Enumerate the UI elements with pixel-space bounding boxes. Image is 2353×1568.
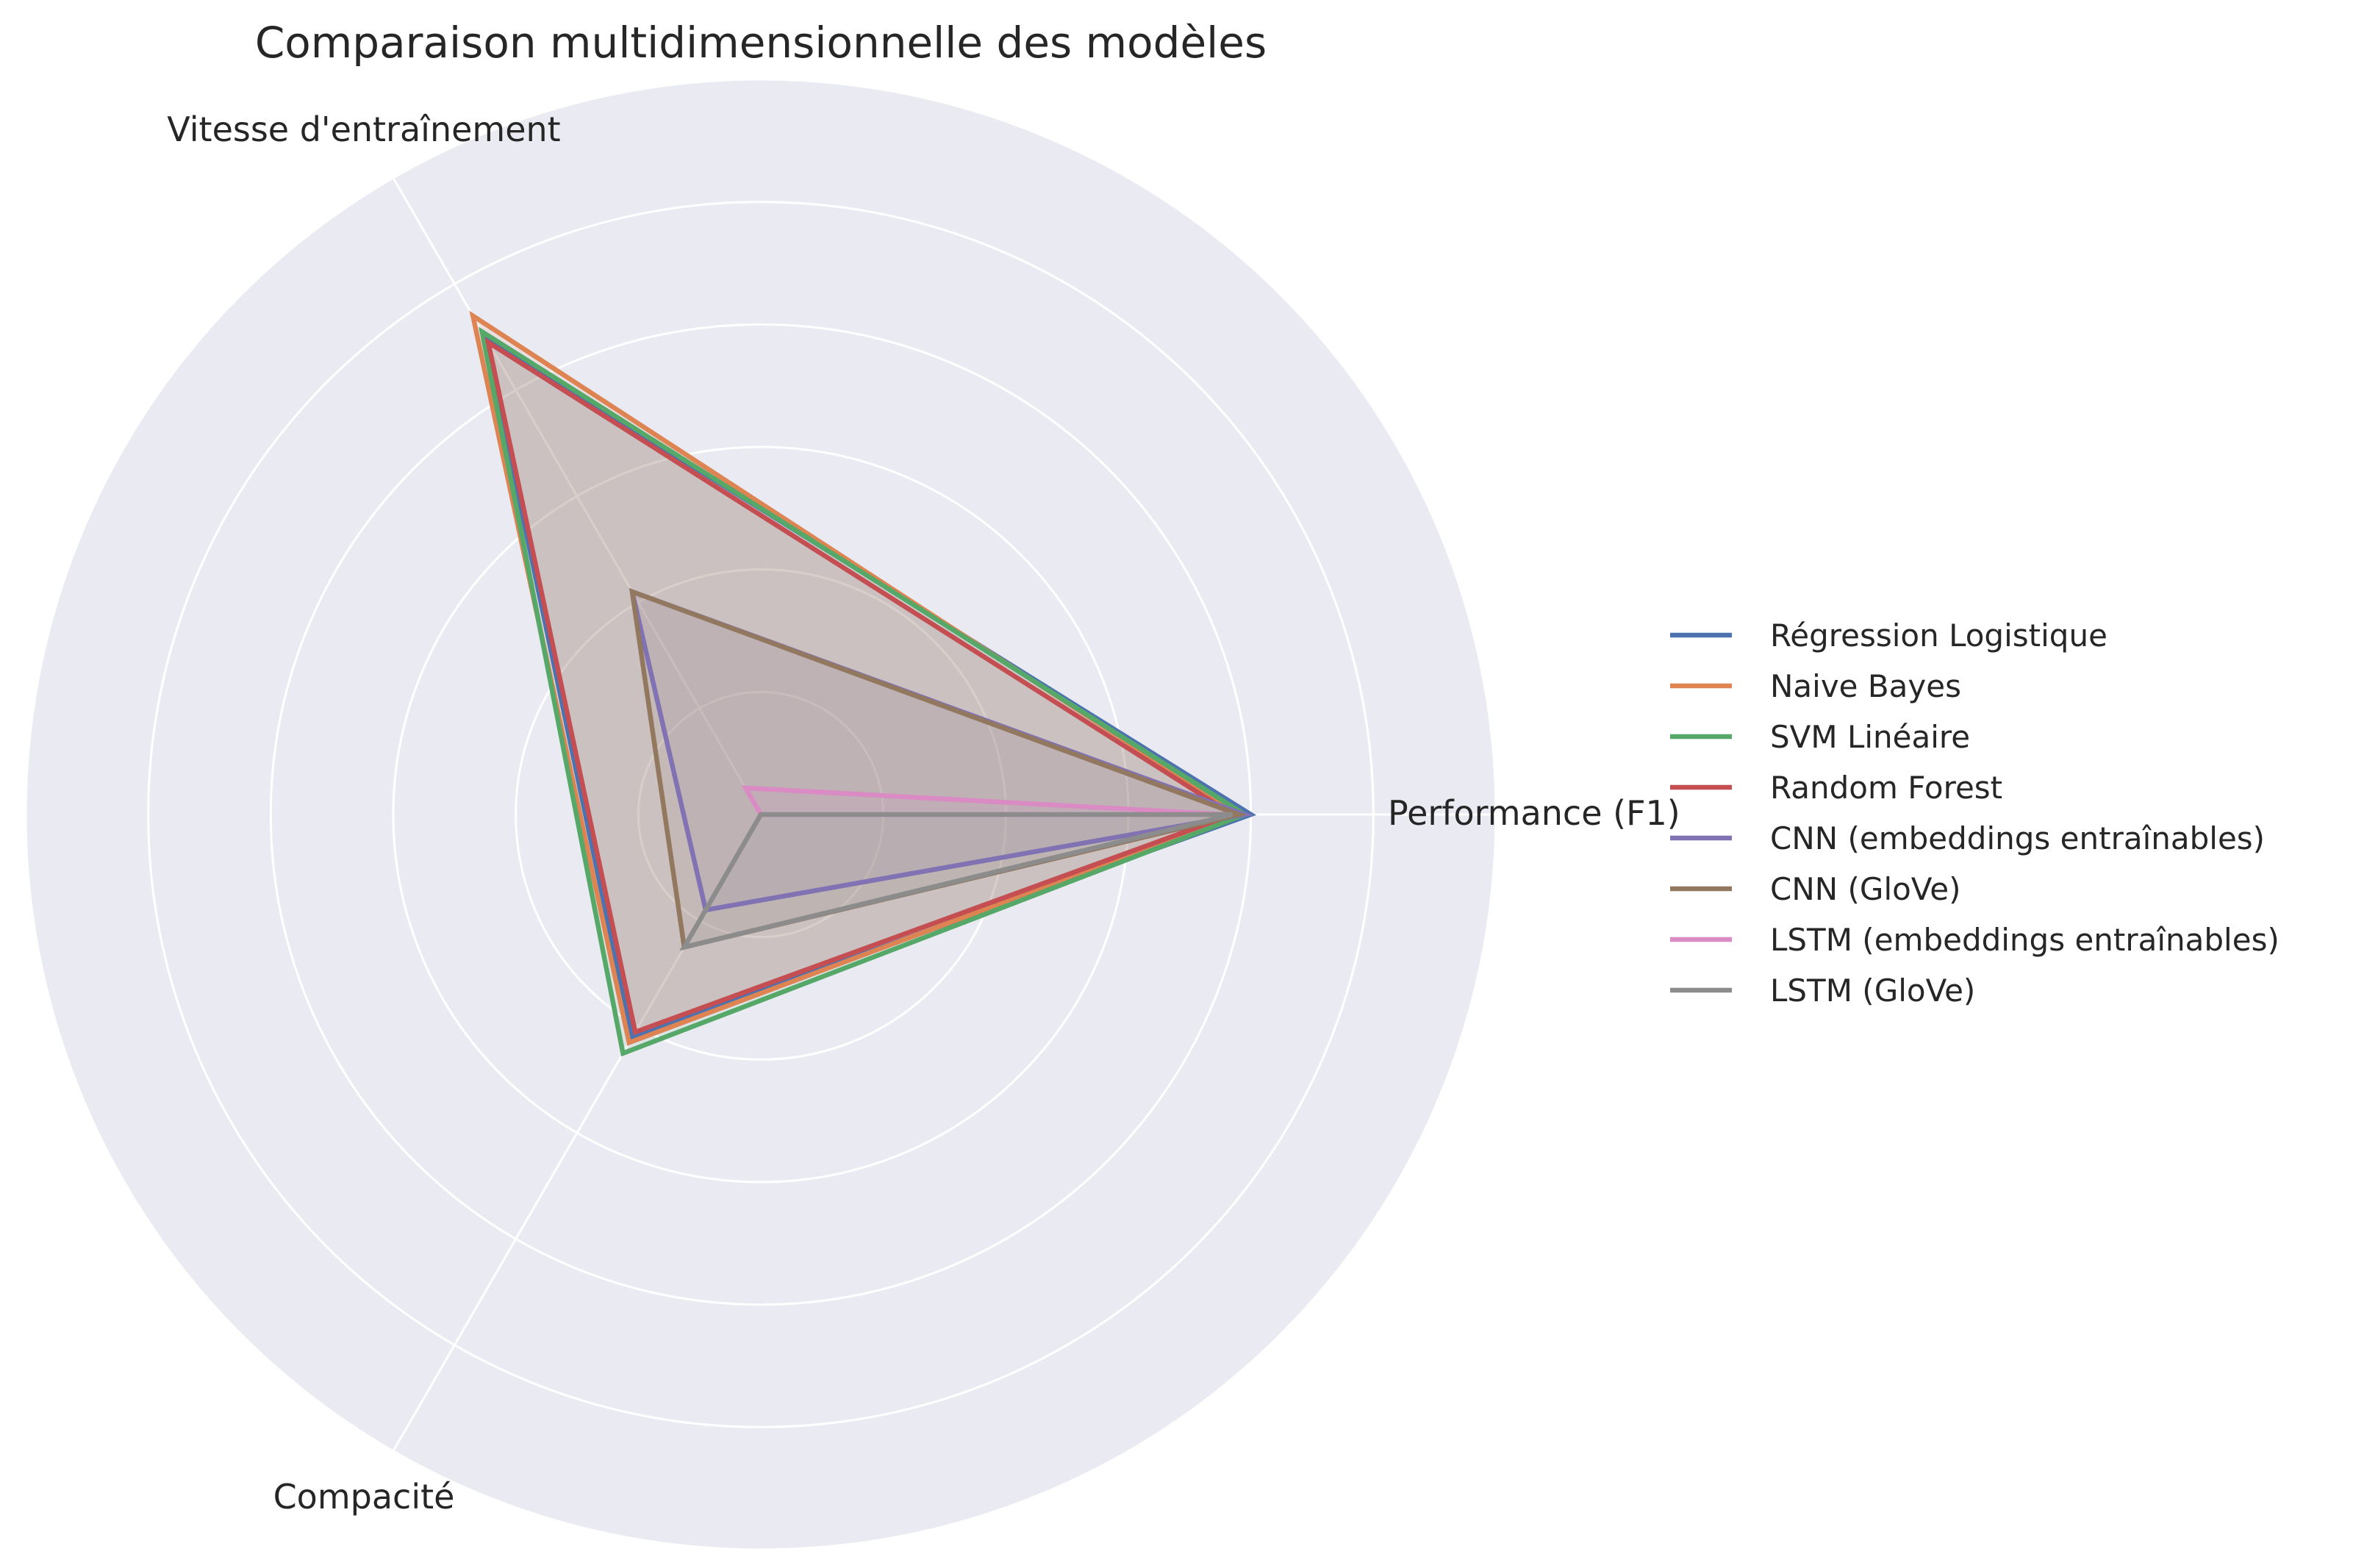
legend-label: SVM Linéaire <box>1770 719 1970 755</box>
legend-label: CNN (GloVe) <box>1770 871 1961 907</box>
axis-labels: Performance (F1) Vitesse d'entraînement Co… <box>167 110 1680 1517</box>
series-fill <box>632 591 1239 948</box>
legend-label: Régression Logistique <box>1770 617 2107 654</box>
legend-label: LSTM (GloVe) <box>1770 973 1975 1009</box>
axis-label: Performance (F1) <box>1388 793 1680 833</box>
axis-label: Vitesse d'entraînement <box>167 110 560 149</box>
series-line <box>679 812 1233 951</box>
legend-label: CNN (embeddings entraînables) <box>1770 820 2265 856</box>
grid-spoke <box>392 177 762 815</box>
series-line <box>479 326 1250 1057</box>
legend-label: LSTM (embeddings entraînables) <box>1770 922 2279 958</box>
axis-label: Compacité <box>273 1477 455 1517</box>
chart-title: Comparaison multidimensionnelle des modè… <box>255 18 1267 68</box>
series-line <box>484 337 1239 1036</box>
series-fill <box>485 337 1251 1038</box>
legend: Régression Logistique Naive Bayes SVM Liné… <box>1670 617 2279 1009</box>
legend-label: Random Forest <box>1770 770 2002 806</box>
series-fill <box>632 591 1245 910</box>
series-layer <box>469 310 1257 1057</box>
legend-label: Naive Bayes <box>1770 668 1961 704</box>
